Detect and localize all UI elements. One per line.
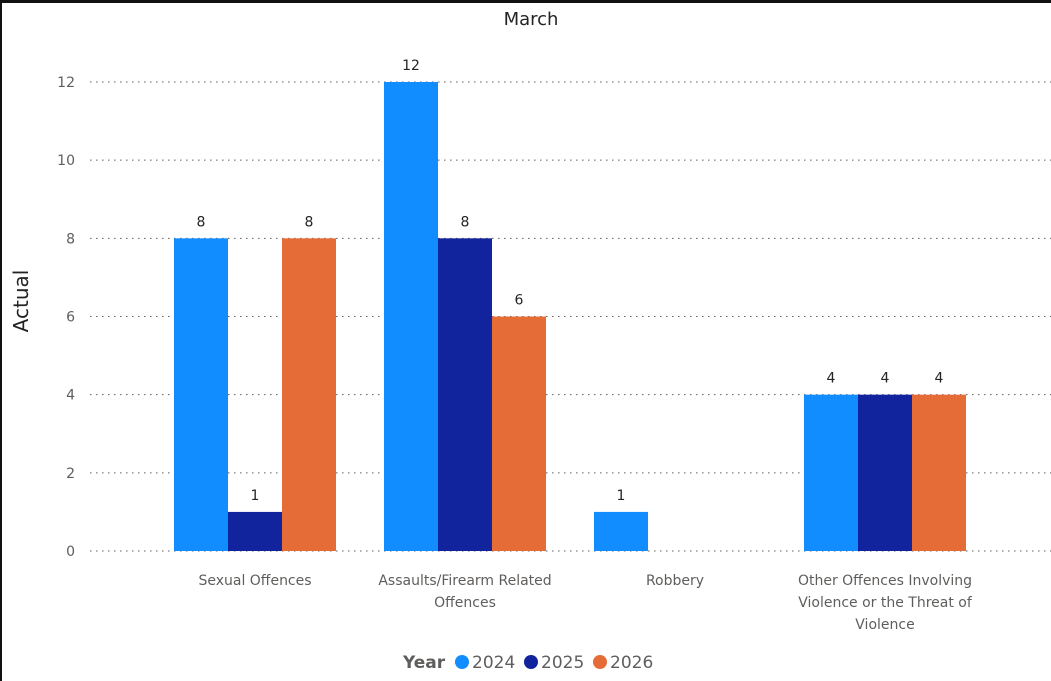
legend-label-2025: 2025: [541, 653, 584, 673]
x-axis-categories: Sexual Offences Assaults/Firearm Related O…: [198, 573, 972, 633]
legend[interactable]: Year 2024 2025 2026: [402, 653, 653, 673]
bar-2026[interactable]: [282, 238, 336, 552]
legend-marker-2026: [593, 655, 607, 669]
chart-title: March: [504, 9, 559, 30]
y-tick-label: 4: [66, 388, 75, 404]
legend-label-2026: 2026: [610, 653, 653, 673]
data-label: 1: [251, 488, 260, 504]
x-category-label: Assaults/Firearm Related: [378, 573, 551, 589]
gridlines: [90, 81, 1051, 552]
bar-2025[interactable]: [228, 511, 282, 551]
bars: [174, 82, 966, 552]
data-label: 4: [827, 371, 836, 387]
data-label: 1: [617, 488, 626, 504]
x-category-label: Sexual Offences: [198, 573, 311, 589]
bar-2025[interactable]: [858, 394, 912, 551]
y-tick-label: 6: [66, 310, 75, 326]
data-label: 8: [197, 214, 206, 230]
y-axis-ticks: 0 2 4 6 8 10 12: [57, 75, 75, 560]
x-category-label: Offences: [434, 595, 496, 611]
bar-2024[interactable]: [594, 511, 648, 551]
legend-marker-2024: [455, 655, 469, 669]
legend-title: Year: [402, 653, 446, 673]
data-label: 4: [935, 371, 944, 387]
data-label: 12: [402, 58, 420, 74]
data-label: 8: [461, 214, 470, 230]
y-tick-label: 10: [57, 153, 75, 169]
x-category-label: Robbery: [646, 573, 704, 589]
bar-2024[interactable]: [804, 394, 858, 551]
legend-marker-2025: [524, 655, 538, 669]
data-label: 6: [515, 293, 524, 309]
bar-2026[interactable]: [912, 394, 966, 551]
bar-2026[interactable]: [492, 316, 546, 552]
y-axis-label: Actual: [9, 270, 33, 333]
x-category-label: Violence: [855, 617, 914, 633]
y-tick-label: 0: [66, 544, 75, 560]
legend-label-2024: 2024: [472, 653, 515, 673]
y-tick-label: 8: [66, 231, 75, 247]
bar-2024[interactable]: [384, 82, 438, 551]
bar-2025[interactable]: [438, 238, 492, 552]
data-labels: 8 1 8 12 8 6 1 4 4 4: [197, 58, 944, 504]
bar-2024[interactable]: [174, 238, 228, 552]
data-label: 8: [305, 214, 314, 230]
x-category-label: Violence or the Threat of: [798, 595, 973, 611]
data-label: 4: [881, 371, 890, 387]
y-tick-label: 2: [66, 466, 75, 482]
x-category-label: Other Offences Involving: [798, 573, 972, 589]
y-tick-label: 12: [57, 75, 75, 91]
